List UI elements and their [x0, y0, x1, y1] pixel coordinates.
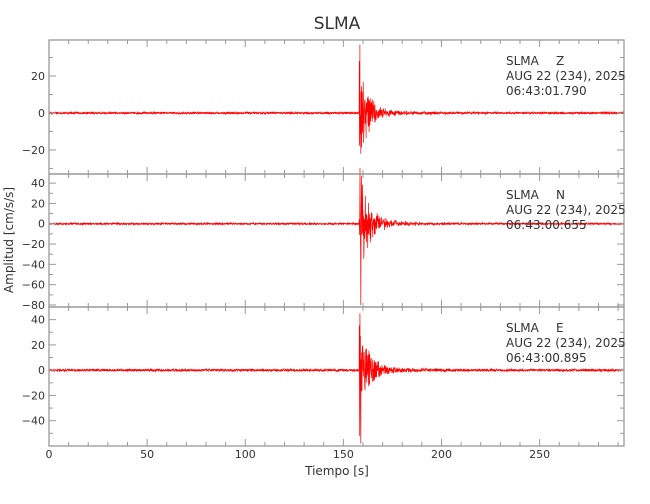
- time-label: 06:43:01.790: [506, 84, 587, 98]
- station-label: SLMA: [506, 321, 540, 335]
- time-label: 06:43:00.895: [506, 351, 587, 365]
- y-tick-label: 0: [38, 364, 45, 377]
- waveform-Z: [48, 44, 625, 154]
- date-label: AUG 22 (234), 2025: [506, 336, 626, 350]
- x-tick-label: 250: [529, 448, 550, 461]
- time-label: 06:43:00.655: [506, 218, 587, 232]
- y-tick-label: −80: [22, 299, 45, 312]
- x-tick-label: 150: [333, 448, 354, 461]
- chart-title: SLMA: [314, 14, 361, 34]
- y-axis-label: Amplitud [cm/s/s]: [2, 187, 16, 293]
- waveform-E: [48, 313, 625, 444]
- component-label: Z: [556, 54, 564, 68]
- y-tick-label: 0: [38, 218, 45, 231]
- x-tick-label: 0: [46, 448, 53, 461]
- y-tick-label: −60: [22, 279, 45, 292]
- x-tick-label: 50: [140, 448, 154, 461]
- y-tick-label: 40: [31, 314, 45, 327]
- x-tick-label: 100: [235, 448, 256, 461]
- y-tick-label: −20: [22, 238, 45, 251]
- date-label: AUG 22 (234), 2025: [506, 203, 626, 217]
- y-tick-label: −20: [22, 144, 45, 157]
- waveform-N: [48, 167, 625, 306]
- y-tick-label: 20: [31, 339, 45, 352]
- date-label: AUG 22 (234), 2025: [506, 69, 626, 83]
- x-axis-label: Tiempo [s]: [304, 464, 369, 478]
- y-tick-label: 20: [31, 197, 45, 210]
- y-tick-label: −40: [22, 415, 45, 428]
- station-label: SLMA: [506, 188, 540, 202]
- y-tick-label: −20: [22, 389, 45, 402]
- y-tick-label: 20: [31, 70, 45, 83]
- station-label: SLMA: [506, 54, 540, 68]
- panel-frame: [48, 306, 625, 447]
- component-label: N: [556, 188, 565, 202]
- y-tick-label: −40: [22, 258, 45, 271]
- component-label: E: [556, 321, 564, 335]
- y-tick-label: 40: [31, 177, 45, 190]
- y-tick-label: 0: [38, 107, 45, 120]
- x-tick-label: 200: [431, 448, 452, 461]
